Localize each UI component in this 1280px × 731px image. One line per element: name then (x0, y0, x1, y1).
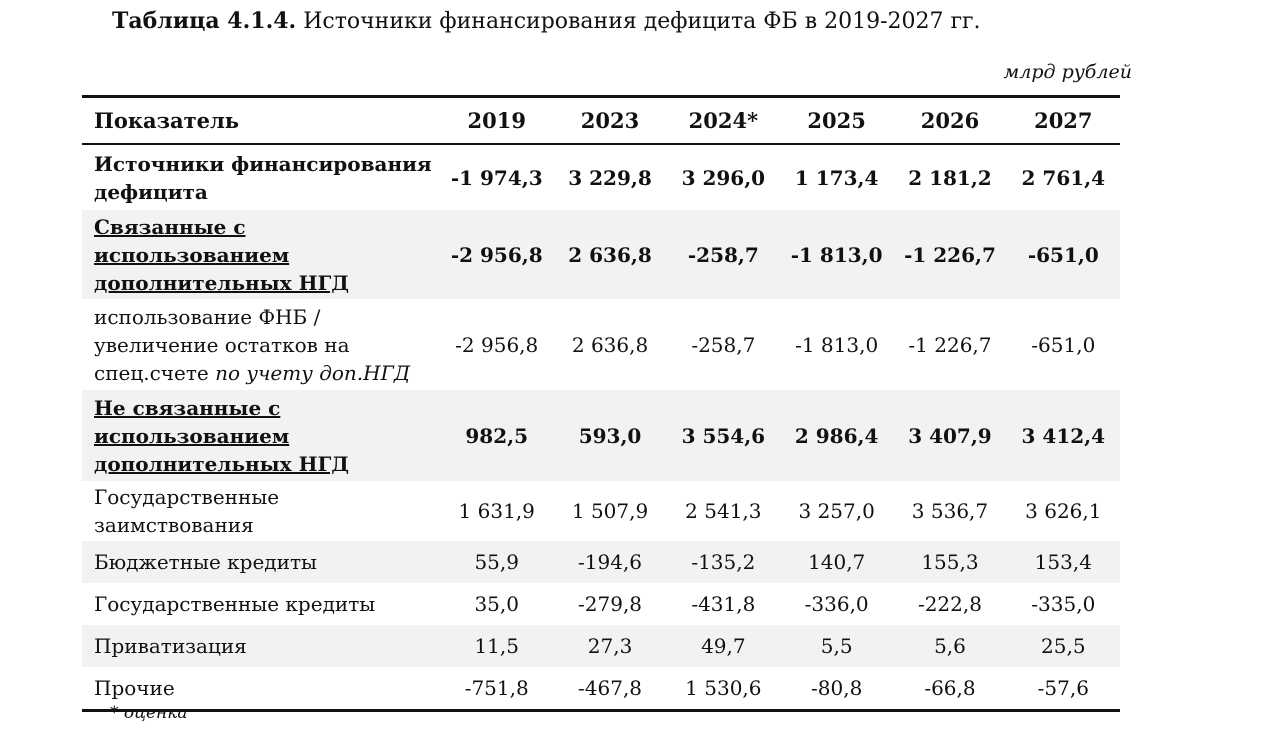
row-label: Связанные с использованием дополнительны… (82, 210, 441, 299)
cell-value: 2 181,2 (908, 165, 992, 190)
row-label: Бюджетные кредиты (82, 541, 441, 583)
cell-value: 2 541,3 (685, 499, 762, 523)
cell-value: 153,4 (1006, 541, 1120, 583)
cell-value: -651,0 (1006, 210, 1120, 299)
cell-value: -431,8 (691, 592, 756, 616)
row-label: Не связанные с использованием дополнител… (82, 390, 441, 481)
row-label: Приватизация (82, 625, 441, 667)
row-label: использование ФНБ / увеличение остатков … (94, 304, 411, 385)
cell-value: -1 226,7 (893, 210, 1007, 299)
table-row: Не связанные с использованием дополнител… (82, 390, 1120, 481)
row-label-italic: по учету доп.НГД (215, 360, 411, 385)
cell-value: 11,5 (440, 625, 554, 667)
cell-value: -135,2 (666, 541, 780, 583)
cell-value: 3 412,4 (1006, 390, 1120, 481)
cell-value: -651,0 (1031, 332, 1096, 357)
cell-value: 982,5 (440, 390, 554, 481)
cell-value: -1 813,0 (780, 210, 894, 299)
table-row: Связанные с использованием дополнительны… (82, 210, 1120, 299)
table-row: Государственные заимствования 1 631,9 1 … (82, 481, 1120, 541)
cell-value: -279,8 (578, 592, 643, 616)
table-row: Государственные кредиты 35,0 -279,8 -431… (82, 583, 1120, 625)
cell-value: 3 626,1 (1025, 499, 1102, 523)
cell-value: -57,6 (1037, 676, 1089, 700)
cell-value: -2 956,8 (455, 332, 539, 357)
cell-value: 2 636,8 (553, 210, 667, 299)
cell-value: 593,0 (553, 390, 667, 481)
table-title: Таблица 4.1.4. Источники финансирования … (112, 8, 981, 34)
table-row: Бюджетные кредиты 55,9 -194,6 -135,2 140… (82, 541, 1120, 583)
cell-value: 5,5 (780, 625, 894, 667)
cell-value: 1 507,9 (571, 499, 649, 523)
footnote: * оценка (110, 703, 188, 723)
header-indicator: Показатель (82, 96, 441, 145)
cell-value: 1 631,9 (458, 499, 535, 523)
header-year: 2025 (780, 96, 894, 145)
cell-value: 5,6 (893, 625, 1007, 667)
cell-value: -1 226,7 (908, 332, 992, 357)
cell-value: -258,7 (691, 332, 756, 357)
table-row: использование ФНБ / увеличение остатков … (82, 299, 1120, 390)
cell-value: 1 530,6 (685, 676, 762, 700)
header-year: 2023 (553, 96, 667, 145)
cell-value: -467,8 (578, 676, 643, 700)
cell-value: -66,8 (924, 676, 976, 700)
cell-value: -80,8 (811, 676, 863, 700)
header-year: 2019 (440, 96, 554, 145)
row-label: Прочие (94, 676, 175, 700)
cell-value: -1 813,0 (795, 332, 879, 357)
cell-value: 55,9 (440, 541, 554, 583)
row-label: Источники финансирования дефицита (94, 151, 432, 204)
table-row: Прочие -751,8 -467,8 1 530,6 -80,8 -66,8… (82, 667, 1120, 711)
cell-value: -258,7 (666, 210, 780, 299)
cell-value: 3 536,7 (911, 499, 989, 523)
cell-value: 3 296,0 (681, 165, 766, 190)
header-year: 2027 (1006, 96, 1120, 145)
cell-value: 35,0 (474, 592, 519, 616)
cell-value: 1 173,4 (794, 165, 879, 190)
cell-value: 25,5 (1006, 625, 1120, 667)
table-row: Приватизация 11,5 27,3 49,7 5,5 5,6 25,5 (82, 625, 1120, 667)
row-label: Государственные заимствования (94, 485, 280, 537)
cell-value: 49,7 (666, 625, 780, 667)
header-year: 2024* (666, 96, 780, 145)
table-row: Источники финансирования дефицита -1 974… (82, 144, 1120, 210)
cell-value: 2 761,4 (1021, 165, 1106, 190)
cell-value: -2 956,8 (440, 210, 554, 299)
table-number: Таблица 4.1.4. (112, 8, 297, 34)
units-label: млрд рублей (1003, 61, 1132, 83)
cell-value: 155,3 (893, 541, 1007, 583)
cell-value: -194,6 (553, 541, 667, 583)
cell-value: 3 407,9 (893, 390, 1007, 481)
cell-value: -751,8 (464, 676, 529, 700)
financing-table: Показатель 2019 2023 2024* 2025 2026 202… (82, 95, 1120, 712)
cell-value: -1 974,3 (450, 165, 543, 190)
cell-value: 3 554,6 (666, 390, 780, 481)
cell-value: -336,0 (804, 592, 869, 616)
cell-value: 2 636,8 (571, 332, 649, 357)
cell-value: 140,7 (780, 541, 894, 583)
cell-value: -335,0 (1031, 592, 1096, 616)
cell-value: 2 986,4 (780, 390, 894, 481)
cell-value: 3 229,8 (568, 165, 652, 190)
header-year: 2026 (893, 96, 1007, 145)
row-label: Государственные кредиты (94, 592, 376, 616)
cell-value: -222,8 (917, 592, 982, 616)
cell-value: 27,3 (553, 625, 667, 667)
cell-value: 3 257,0 (798, 499, 875, 523)
header-row: Показатель 2019 2023 2024* 2025 2026 202… (82, 96, 1120, 145)
table-caption: Источники финансирования дефицита ФБ в 2… (296, 9, 981, 34)
